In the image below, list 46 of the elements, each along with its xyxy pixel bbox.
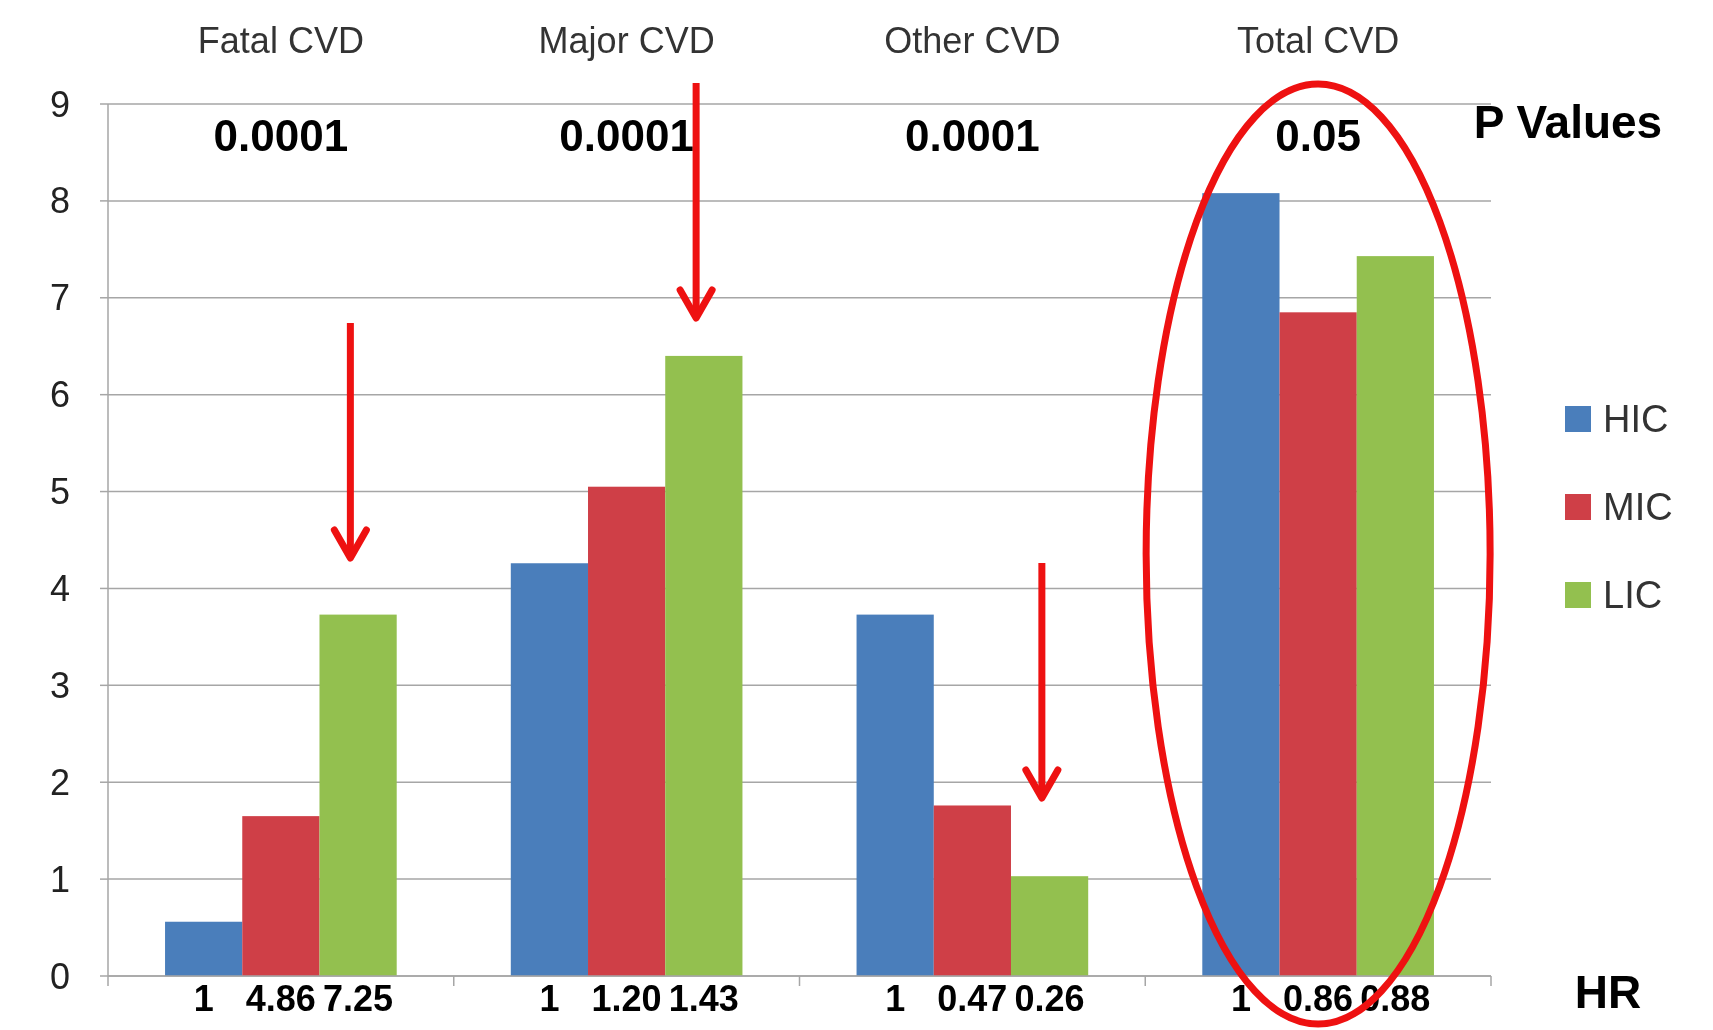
y-tick-label: 4	[49, 568, 71, 610]
text: 4.86	[245, 978, 316, 1019]
legend-label: LIC	[1603, 574, 1663, 617]
bar	[510, 563, 589, 976]
text: 1	[885, 978, 906, 1019]
text: 1	[539, 978, 560, 1019]
x-tick-label: Total CVD	[1237, 20, 1400, 61]
text: 7.25	[323, 978, 394, 1019]
y-tick-label: 6	[49, 374, 71, 416]
bar	[1010, 876, 1089, 976]
legend-label: HIC	[1603, 398, 1669, 441]
annotation: 0.0001	[905, 111, 1040, 161]
text: 1.20	[591, 978, 662, 1019]
y-tick-label: 3	[49, 664, 71, 706]
text: 1	[193, 978, 214, 1019]
annotation: 0.0001	[213, 111, 349, 161]
y-tick-label: 2	[49, 761, 71, 803]
bar	[588, 486, 666, 976]
bar	[319, 614, 397, 976]
legend-label: MIC	[1603, 486, 1673, 529]
text: HR	[1574, 966, 1642, 1018]
text: 0.86	[1283, 978, 1354, 1019]
y-tick-label: 8	[49, 180, 71, 222]
bar	[856, 614, 934, 976]
bar	[665, 355, 743, 976]
annotation: 0.0001	[559, 111, 694, 161]
x-tick-label: Other CVD	[884, 20, 1061, 61]
y-tick-label: 0	[49, 955, 71, 997]
y-tick-label: 9	[49, 83, 71, 125]
bar	[242, 816, 320, 976]
y-tick-label: 5	[49, 471, 71, 513]
text: 0.26	[1014, 978, 1085, 1019]
bar	[1279, 312, 1357, 976]
annotation: 0.05	[1275, 111, 1361, 161]
bar	[933, 805, 1011, 976]
text: 1.43	[668, 978, 739, 1019]
bar	[1202, 193, 1280, 976]
y-tick-label: 1	[49, 858, 71, 900]
x-tick-label: Major CVD	[538, 20, 715, 61]
text: 0.47	[937, 978, 1008, 1019]
x-tick-label: Fatal CVD	[197, 20, 364, 61]
bar	[165, 921, 243, 976]
bar	[1356, 256, 1434, 976]
annotation: P Values	[1473, 96, 1663, 148]
text: 1	[1230, 978, 1251, 1019]
y-tick-label: 7	[49, 277, 71, 319]
